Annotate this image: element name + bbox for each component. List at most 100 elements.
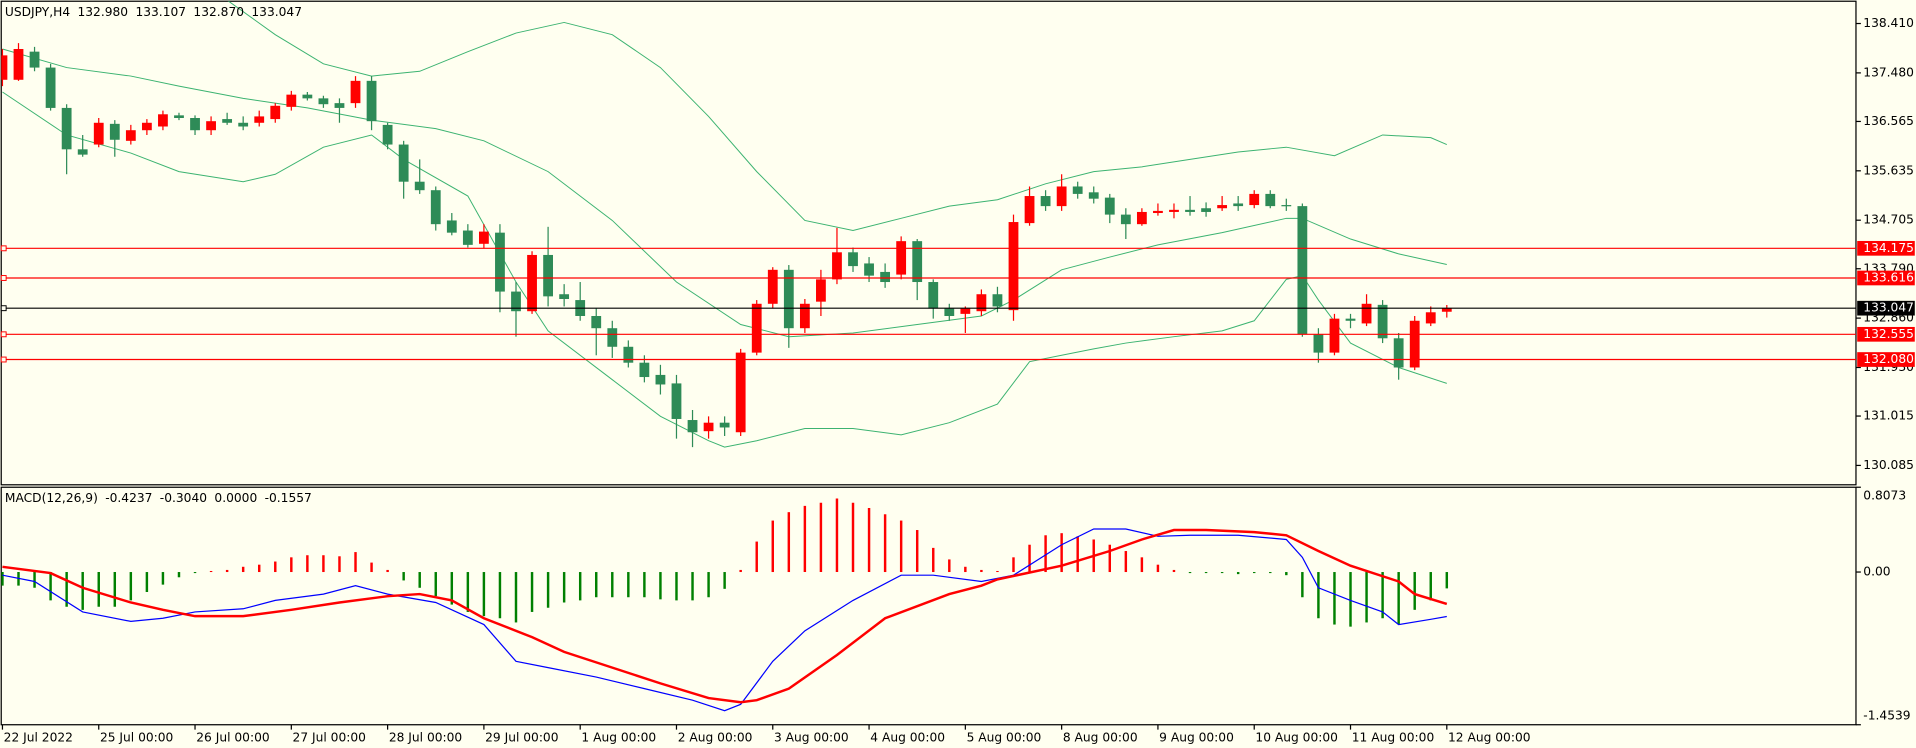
candle-body [960, 308, 971, 314]
header-value: -0.1557 [265, 491, 312, 505]
candle-body [1153, 210, 1163, 214]
candle-body [495, 232, 505, 292]
y-tick-label: 137.480 [1863, 65, 1914, 79]
candle-body [623, 346, 634, 363]
candle-body [1185, 209, 1195, 212]
candle-body [446, 220, 457, 233]
candle-body [318, 98, 329, 105]
candle-body [944, 308, 955, 316]
macd-plot [1, 498, 1449, 712]
x-tick-label: 10 Aug 00:00 [1255, 731, 1338, 745]
candle-body [174, 115, 184, 119]
indicator-line [227, 1, 1447, 232]
candle-body [479, 231, 489, 244]
candle-body [334, 103, 345, 108]
header-value: -0.3040 [160, 491, 207, 505]
candle-body [832, 252, 842, 280]
candle-body [1377, 304, 1388, 339]
header-value: 132.980 [77, 5, 128, 19]
candle-body [1120, 214, 1131, 225]
x-tick-label: 25 Jul 00:00 [100, 731, 173, 745]
panel-header: USDJPY,H4 132.980 133.107 132.870 133.047 [5, 5, 302, 19]
level-label-box [1857, 352, 1915, 367]
y-tick-label: 130.085 [1863, 458, 1914, 472]
candle-body [206, 121, 216, 131]
candle-body [1201, 208, 1211, 212]
candle-body [864, 263, 874, 276]
x-tick-label: 27 Jul 00:00 [293, 731, 366, 745]
candle-body [655, 374, 666, 385]
y-tick-label: -1.4539 [1863, 709, 1910, 723]
candle-body [190, 118, 200, 131]
candle-body [366, 80, 377, 122]
candle-body [1265, 193, 1276, 207]
candle-body [61, 107, 72, 150]
level-label-box [1857, 240, 1915, 256]
candle-body [1313, 334, 1324, 353]
candle-body [527, 254, 537, 312]
candle-body [719, 422, 730, 428]
level-label-box [1857, 270, 1915, 286]
y-tick-label: 0.00 [1863, 565, 1890, 579]
header-value: 133.107 [135, 5, 186, 19]
macd-panel [0, 486, 1857, 726]
candle-body [816, 279, 826, 302]
candle-body [783, 269, 794, 329]
candle-body [1056, 186, 1067, 207]
candle-body [302, 94, 313, 99]
candle-body [992, 294, 1003, 307]
candle-body [912, 241, 923, 283]
candle-body [430, 190, 441, 225]
candle-body [1361, 303, 1372, 324]
candle-body [382, 124, 393, 145]
candle-body [703, 422, 714, 432]
candle-body [254, 116, 265, 123]
x-tick-label: 22 Jul 2022 [4, 731, 73, 745]
candle-body [767, 269, 778, 304]
candle-body [687, 420, 698, 433]
y-tick-label: 138.410 [1863, 16, 1914, 30]
candle-body [1008, 222, 1019, 311]
candle-body [607, 328, 618, 347]
candle-body [848, 252, 858, 267]
level-label-box [1857, 300, 1915, 316]
candle-body [543, 254, 553, 297]
candle-body [1425, 312, 1436, 324]
level-marker [0, 305, 7, 312]
level-marker [0, 245, 7, 252]
x-tick-label: 3 Aug 00:00 [774, 731, 849, 745]
candle-body [1409, 320, 1420, 368]
candle-body [93, 122, 104, 145]
y-tick-label: 135.635 [1863, 163, 1914, 177]
candle-body [591, 315, 602, 329]
panel-header: MACD(12,26,9) -0.4237 -0.3040 0.0000 -0.1557 [5, 491, 312, 505]
x-tick-label: 12 Aug 00:00 [1448, 731, 1531, 745]
candle-body [45, 67, 56, 108]
candle-body [141, 122, 152, 131]
candle-body [1329, 318, 1340, 353]
level-label: 132.555 [1863, 327, 1914, 341]
candle-body [77, 149, 88, 155]
candle-body [735, 352, 746, 433]
header-value: 132.870 [193, 5, 244, 19]
candle-body [1217, 205, 1228, 209]
candle-body [238, 122, 249, 127]
level-label: 133.616 [1863, 270, 1914, 284]
x-tick-label: 28 Jul 00:00 [389, 731, 462, 745]
candle-body [398, 144, 409, 182]
candle-body [1169, 209, 1179, 212]
candle-body [109, 123, 120, 140]
level-marker [0, 275, 7, 281]
candle-body [13, 48, 24, 80]
candle-body [1104, 197, 1115, 215]
candle-body [1249, 193, 1260, 206]
x-tick-label: 11 Aug 00:00 [1352, 731, 1435, 745]
candle-body [1297, 206, 1308, 335]
candle-body [286, 94, 297, 107]
candle-body [270, 105, 281, 120]
indicator-line [2, 528, 1447, 712]
candle-body [1393, 338, 1404, 368]
main-panel [0, 0, 1857, 486]
x-tick-label: 8 Aug 00:00 [1063, 731, 1138, 745]
